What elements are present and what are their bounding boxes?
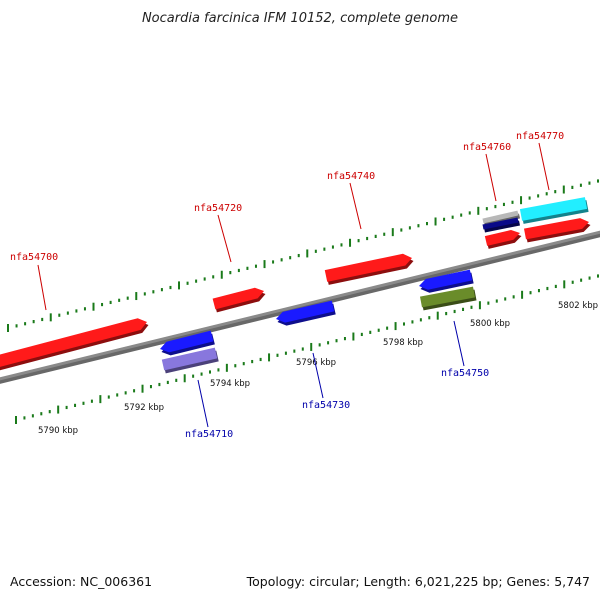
map-title: Nocardia farcinica IFM 10152, complete g…: [142, 11, 458, 26]
gene-nfa54770-red[interactable]: [523, 218, 591, 243]
scale-label: 5800 kbp: [470, 319, 510, 329]
gene-label[interactable]: nfa54770: [516, 131, 564, 142]
scale-label: 5798 kbp: [383, 338, 423, 348]
tick-track-reverse: [15, 274, 599, 424]
gene-label[interactable]: nfa54760: [463, 142, 511, 153]
scale-label: 5802 kbp: [558, 301, 598, 311]
gene-labels: nfa54700 nfa54710 nfa54720 nfa54730 nfa54740…: [10, 131, 564, 440]
gene-nfa54730[interactable]: [276, 300, 336, 326]
gene-leader-line: [37, 264, 47, 311]
gene-nfa54750[interactable]: [419, 269, 474, 293]
backbone-highlight: [0, 230, 600, 381]
gene-nfa54740[interactable]: [324, 253, 414, 285]
gene-leader-line: [312, 352, 324, 399]
gene-label[interactable]: nfa54750: [441, 368, 489, 379]
gene-nfa54710[interactable]: [160, 330, 215, 356]
gene-label[interactable]: nfa54710: [185, 429, 233, 440]
gene-nfa54760[interactable]: [484, 229, 522, 249]
gene-leader-line: [349, 182, 362, 230]
gene-label[interactable]: nfa54720: [194, 203, 242, 214]
tick-track-forward: [7, 179, 599, 332]
gene-label[interactable]: nfa54740: [327, 171, 375, 182]
gene-leader-line: [538, 142, 550, 191]
gene-leader-line: [197, 379, 209, 428]
gene-label[interactable]: nfa54700: [10, 252, 58, 263]
gene-nfa54710-cds[interactable]: [161, 347, 219, 374]
gene-leader-line: [453, 320, 465, 367]
gene-label[interactable]: nfa54730: [302, 400, 350, 411]
gene-nfa54760-lower[interactable]: [482, 217, 520, 233]
gene-features: [0, 197, 591, 374]
gene-leader-line: [217, 214, 232, 263]
gene-nfa54750-cds[interactable]: [419, 286, 477, 311]
backbone-line: [0, 231, 600, 384]
scale-label: 5794 kbp: [210, 379, 250, 389]
scale-labels: 5790 kbp 5792 kbp 5794 kbp 5796 kbp 5798 kbp…: [38, 301, 598, 436]
gene-nfa54720[interactable]: [212, 287, 266, 313]
scale-label: 5796 kbp: [296, 358, 336, 368]
genome-backbone: [0, 230, 600, 384]
scale-label: 5792 kbp: [124, 403, 164, 413]
scale-label: 5790 kbp: [38, 426, 78, 436]
gene-nfa54770[interactable]: [519, 197, 589, 224]
accession-text: Accession: NC_006361: [10, 574, 152, 589]
gene-leader-line: [485, 153, 497, 202]
gene-nfa54700[interactable]: [0, 318, 149, 371]
genome-summary-text: Topology: circular; Length: 6,021,225 bp…: [246, 574, 590, 589]
